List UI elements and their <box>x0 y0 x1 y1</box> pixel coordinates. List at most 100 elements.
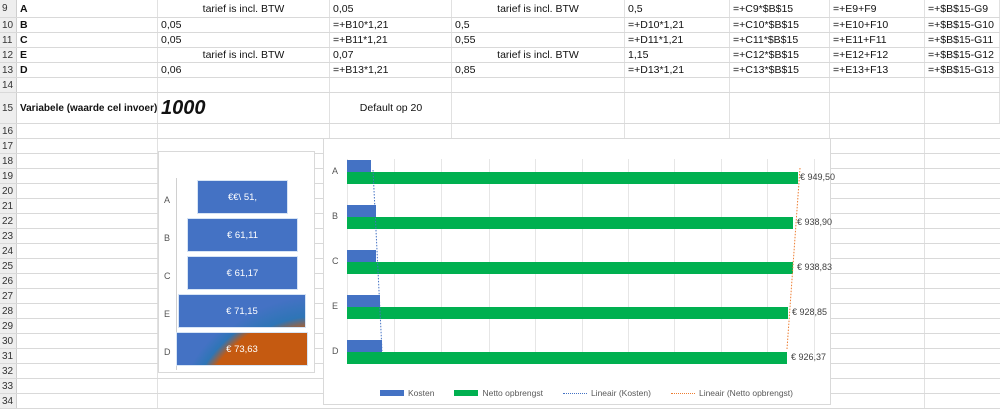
cell[interactable] <box>830 319 925 333</box>
row-header[interactable]: 25 <box>0 259 17 273</box>
cell-h12[interactable]: =+$B$15-G12 <box>925 48 1000 62</box>
row-header[interactable]: 16 <box>0 124 17 138</box>
cell-h15[interactable] <box>925 93 1000 123</box>
cell[interactable] <box>830 124 925 138</box>
row-header[interactable]: 34 <box>0 394 17 408</box>
cell-g14[interactable] <box>830 78 925 92</box>
cell-h11[interactable]: =+$B$15-G11 <box>925 33 1000 47</box>
row-header[interactable]: 21 <box>0 199 17 213</box>
cell[interactable] <box>17 304 158 318</box>
cell-c12[interactable]: 0,07 <box>330 48 452 62</box>
row-header[interactable]: 33 <box>0 379 17 393</box>
cell[interactable] <box>17 199 158 213</box>
kosten-bar-b[interactable] <box>347 205 376 217</box>
row-header[interactable]: 17 <box>0 139 17 153</box>
cell[interactable] <box>17 289 158 303</box>
cell-b13[interactable]: 0,06 <box>158 63 330 77</box>
cell-d15[interactable] <box>452 93 625 123</box>
cell-f9[interactable]: =+C9*$B$15 <box>730 0 830 17</box>
cell-b9[interactable]: tarief is incl. BTW <box>158 0 330 17</box>
cell-a14[interactable] <box>17 78 158 92</box>
funnel-bar-c[interactable]: € 61,17 <box>187 256 298 290</box>
cell-e9[interactable]: 0,5 <box>625 0 730 17</box>
cell[interactable] <box>830 244 925 258</box>
row-header[interactable]: 20 <box>0 184 17 198</box>
variable-input-cell[interactable]: 1000 <box>158 93 330 123</box>
netto-bar-b[interactable] <box>347 217 793 229</box>
legend-item-kosten[interactable]: Kosten <box>380 388 434 398</box>
cell-a12[interactable]: E <box>17 48 158 62</box>
cell[interactable] <box>830 184 925 198</box>
cell-a13[interactable]: D <box>17 63 158 77</box>
row-header[interactable]: 11 <box>0 33 17 47</box>
cell-g12[interactable]: =+E12+F12 <box>830 48 925 62</box>
cell-h9[interactable]: =+$B$15-G9 <box>925 0 1000 17</box>
cell[interactable] <box>17 214 158 228</box>
cell-c13[interactable]: =+B13*1,21 <box>330 63 452 77</box>
cell[interactable] <box>625 124 730 138</box>
cell[interactable] <box>17 244 158 258</box>
kosten-bar-d[interactable] <box>347 340 382 352</box>
cell[interactable] <box>17 379 158 393</box>
cell[interactable] <box>830 349 925 363</box>
cell[interactable] <box>830 364 925 378</box>
cell[interactable] <box>830 139 925 153</box>
cell-c14[interactable] <box>330 78 452 92</box>
cell-g15[interactable] <box>830 93 925 123</box>
cell[interactable] <box>830 229 925 243</box>
cell[interactable] <box>730 124 830 138</box>
cell-a9[interactable]: A <box>17 0 158 17</box>
cell-f12[interactable]: =+C12*$B$15 <box>730 48 830 62</box>
cell-d12[interactable]: tarief is incl. BTW <box>452 48 625 62</box>
cell-g13[interactable]: =+E13+F13 <box>830 63 925 77</box>
cell[interactable] <box>17 139 158 153</box>
row-header[interactable]: 12 <box>0 48 17 62</box>
cell-e14[interactable] <box>625 78 730 92</box>
cell[interactable] <box>830 304 925 318</box>
cell[interactable] <box>830 169 925 183</box>
cell-f14[interactable] <box>730 78 830 92</box>
cell[interactable] <box>830 199 925 213</box>
cell[interactable] <box>830 154 925 168</box>
cell[interactable] <box>17 259 158 273</box>
cell-b10[interactable]: 0,05 <box>158 18 330 32</box>
row-header[interactable]: 28 <box>0 304 17 318</box>
kosten-bar-c[interactable] <box>347 250 376 262</box>
row-header[interactable]: 26 <box>0 274 17 288</box>
netto-bar-e[interactable] <box>347 307 788 319</box>
cell-e12[interactable]: 1,15 <box>625 48 730 62</box>
cell[interactable] <box>17 124 158 138</box>
row-header[interactable]: 32 <box>0 364 17 378</box>
cell-d9[interactable]: tarief is incl. BTW <box>452 0 625 17</box>
row-header[interactable]: 15 <box>0 93 17 123</box>
cell[interactable] <box>17 169 158 183</box>
cell-d13[interactable]: 0,85 <box>452 63 625 77</box>
cell-h10[interactable]: =+$B$15-G10 <box>925 18 1000 32</box>
row-header[interactable]: 9 <box>0 0 17 17</box>
cell[interactable] <box>830 379 925 393</box>
cell-b14[interactable] <box>158 78 330 92</box>
cell[interactable] <box>830 214 925 228</box>
cell[interactable] <box>17 334 158 348</box>
cell-f13[interactable]: =+C13*$B$15 <box>730 63 830 77</box>
cell-f15[interactable] <box>730 93 830 123</box>
cell-d14[interactable] <box>452 78 625 92</box>
cell[interactable] <box>830 274 925 288</box>
variable-label-cell[interactable]: Variabele (waarde cel invoer) <box>17 93 158 123</box>
cell-e10[interactable]: =+D10*1,21 <box>625 18 730 32</box>
kosten-bar-a[interactable] <box>347 160 371 172</box>
cell-d10[interactable]: 0,5 <box>452 18 625 32</box>
row-header[interactable]: 23 <box>0 229 17 243</box>
cell[interactable] <box>17 319 158 333</box>
cell-a10[interactable]: B <box>17 18 158 32</box>
cell[interactable] <box>830 289 925 303</box>
cell[interactable] <box>830 334 925 348</box>
cell[interactable] <box>17 154 158 168</box>
row-header[interactable]: 14 <box>0 78 17 92</box>
legend-item-lin-kosten[interactable]: Lineair (Kosten) <box>562 388 651 398</box>
bar-chart[interactable]: A B C E D € 949,50 € 938,90 € 938,83 € 9… <box>323 138 835 405</box>
netto-bar-c[interactable] <box>347 262 793 274</box>
cell-g10[interactable]: =+E10+F10 <box>830 18 925 32</box>
netto-bar-a[interactable] <box>347 172 798 184</box>
row-header[interactable]: 24 <box>0 244 17 258</box>
